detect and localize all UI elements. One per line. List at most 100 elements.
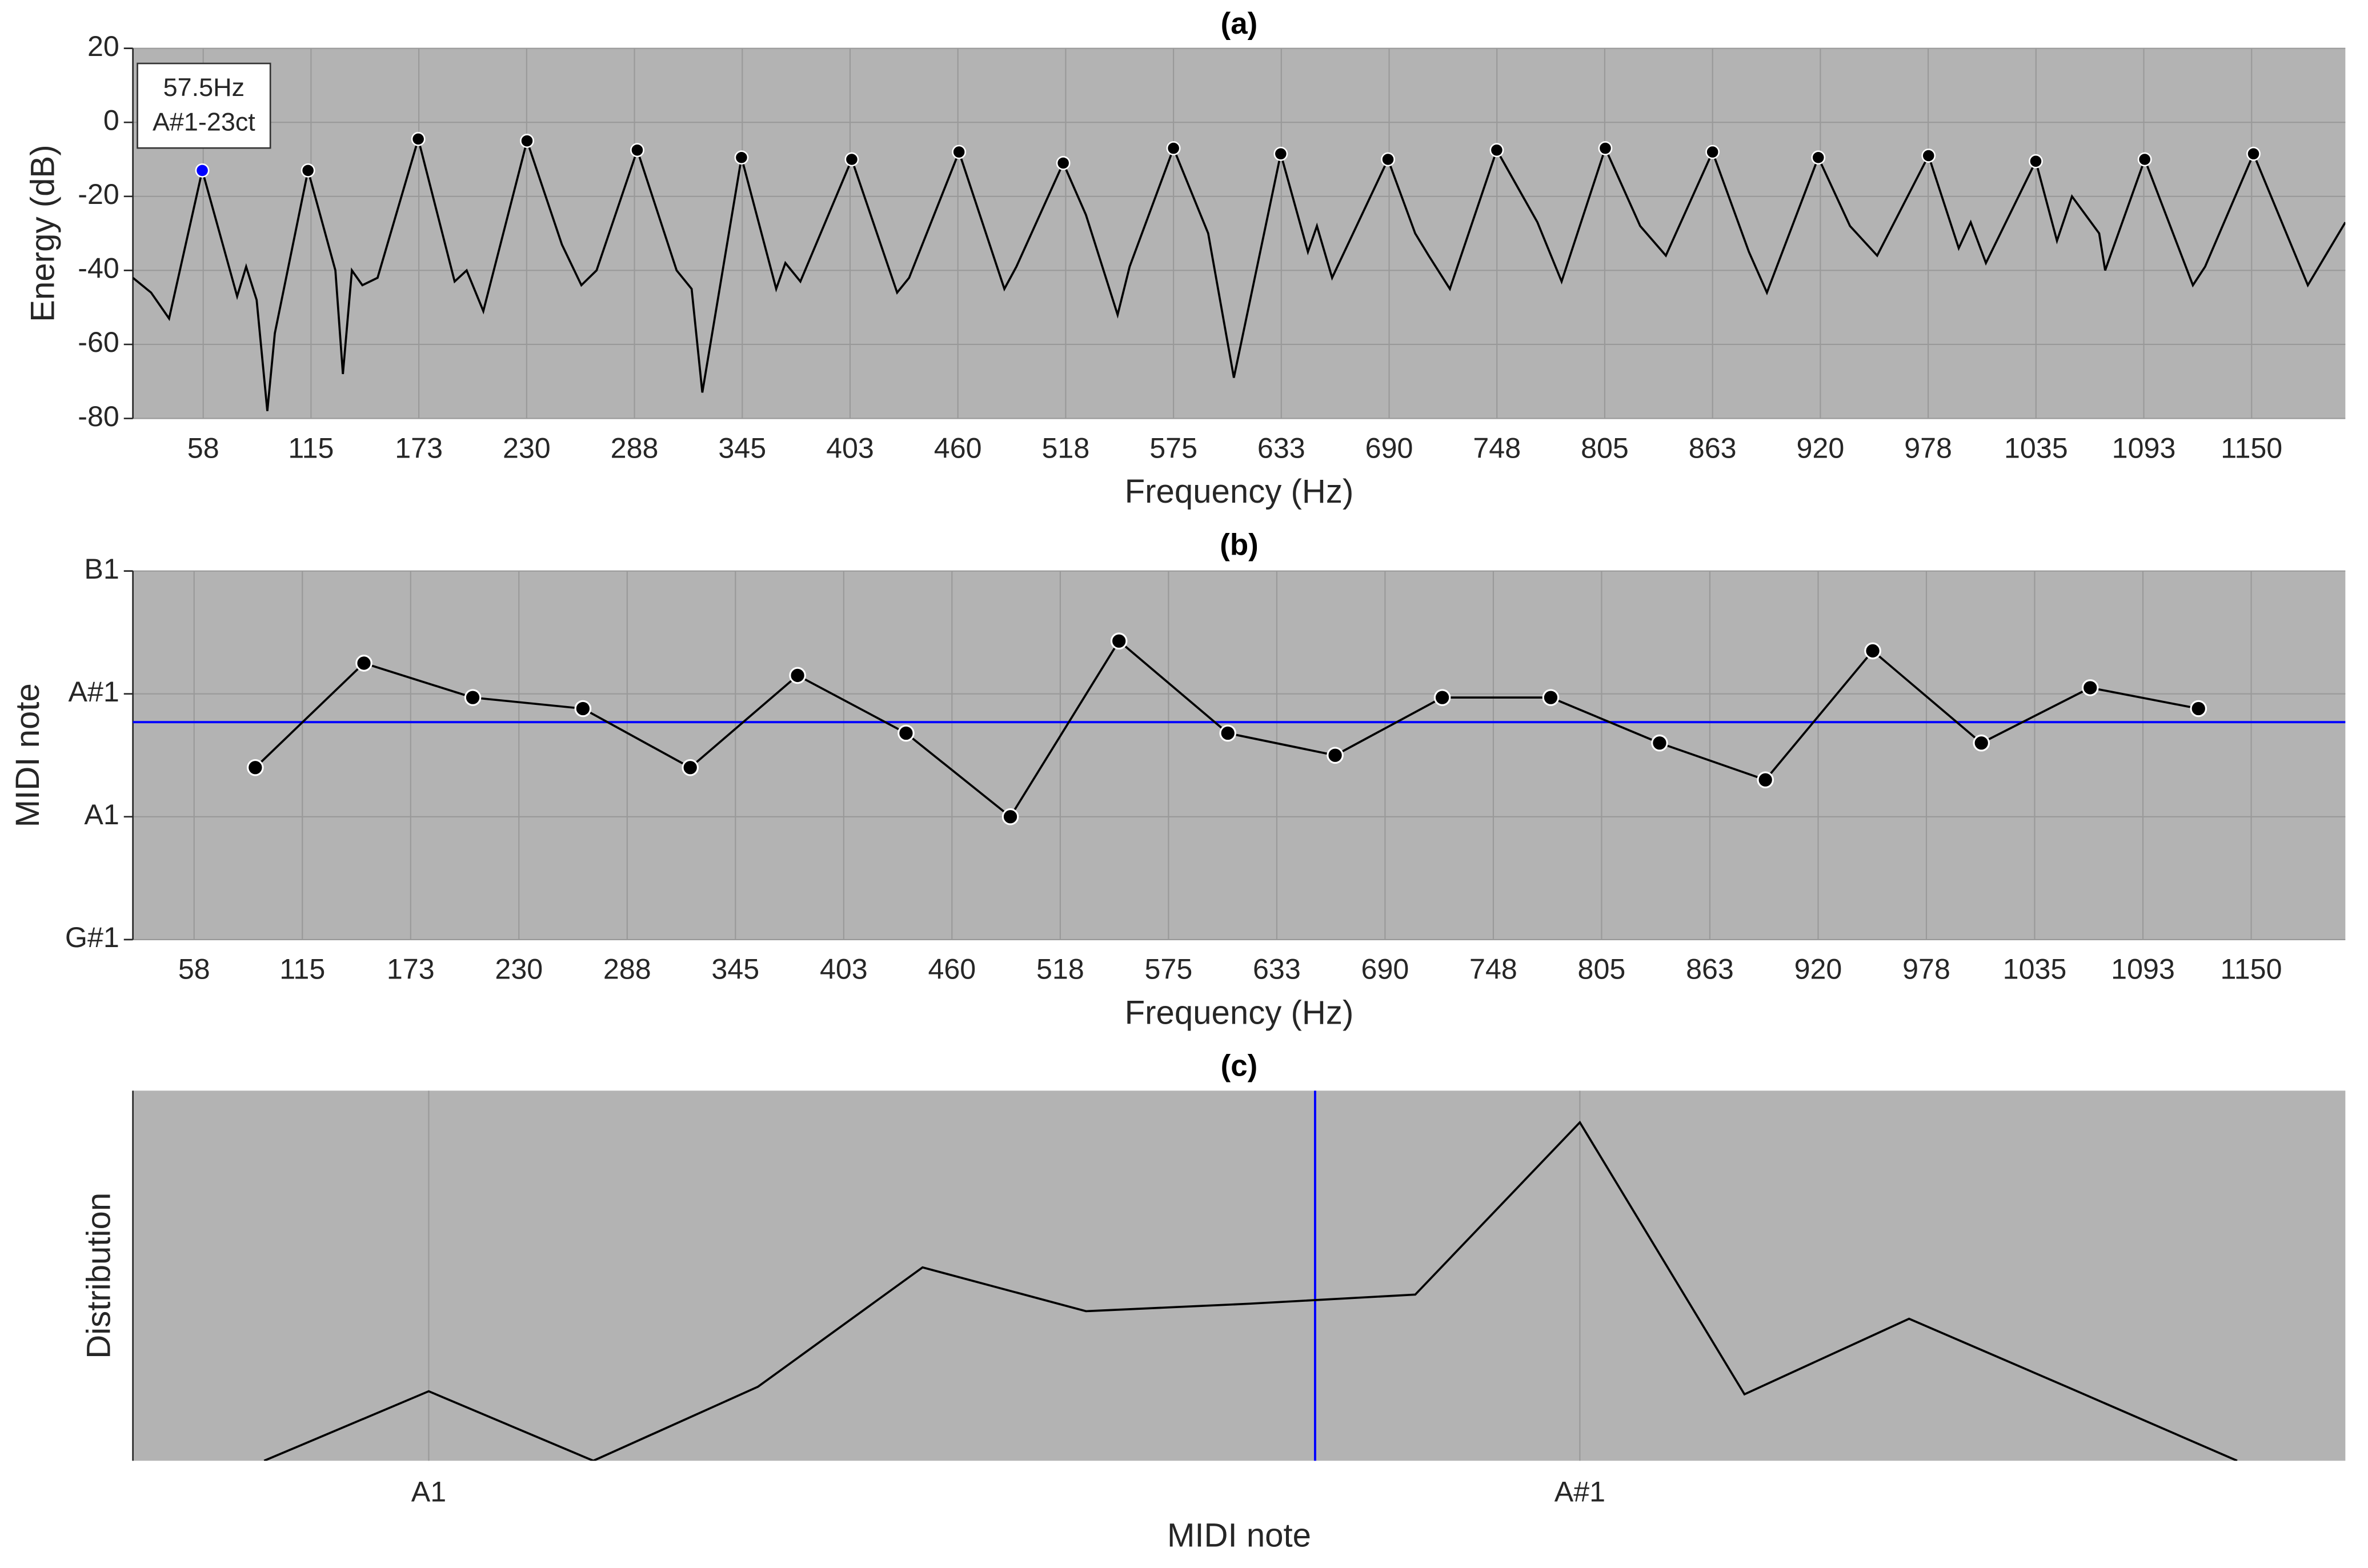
x-tick-label: 805: [1578, 953, 1626, 985]
x-tick-label: 633: [1253, 953, 1301, 985]
data-point: [2190, 700, 2207, 717]
x-tick-label: A#1: [1554, 1476, 1605, 1508]
x-tick-label: 58: [178, 953, 210, 985]
peak-marker: [630, 143, 644, 158]
data-point: [1219, 724, 1237, 742]
x-tick-label: 748: [1473, 432, 1521, 464]
x-tick-label: 863: [1686, 953, 1734, 985]
y-axis-label: MIDI note: [9, 683, 46, 827]
data-point: [1864, 642, 1881, 660]
x-tick-label: 748: [1469, 953, 1517, 985]
plot-area: [133, 1090, 2346, 1461]
plot-area: [133, 571, 2346, 940]
y-tick-label: -20: [78, 178, 119, 210]
x-tick-label: 1093: [2112, 432, 2176, 464]
data-point: [789, 667, 806, 684]
x-tick-label: 115: [279, 953, 325, 985]
peak-marker: [1705, 145, 1720, 159]
x-tick-label: 230: [495, 953, 543, 985]
x-tick-label: 173: [387, 953, 435, 985]
x-tick-label: 288: [603, 953, 651, 985]
data-point: [1433, 689, 1451, 706]
peak-marker: [195, 163, 210, 178]
x-tick-label: 575: [1144, 953, 1192, 985]
data-point: [1327, 747, 1344, 764]
data-line: [133, 135, 2346, 411]
x-axis-label: MIDI note: [1167, 1517, 1311, 1554]
y-tick-label: 0: [103, 104, 119, 136]
y-tick-label: -60: [78, 326, 119, 358]
x-tick-label: 173: [395, 432, 443, 464]
chart-title: (a): [1221, 7, 1258, 41]
annotation-text: 57.5Hz: [163, 73, 245, 102]
peak-marker: [734, 150, 749, 165]
y-tick-label: -40: [78, 252, 119, 284]
x-tick-label: 575: [1149, 432, 1197, 464]
x-tick-label: 403: [826, 432, 874, 464]
y-tick-label: A#1: [68, 676, 119, 708]
data-point: [464, 689, 482, 706]
annotation-box: [137, 62, 271, 149]
x-tick-label: 920: [1794, 953, 1842, 985]
x-tick-label: 805: [1581, 432, 1629, 464]
x-tick-label: 863: [1689, 432, 1737, 464]
peak-marker: [2246, 146, 2261, 161]
chart-title: (c): [1221, 1049, 1258, 1083]
x-tick-label: 690: [1365, 432, 1413, 464]
x-tick-label: 403: [820, 953, 868, 985]
data-point: [2081, 679, 2099, 696]
peak-marker: [411, 131, 426, 146]
x-tick-label: 1035: [2004, 432, 2068, 464]
data-point: [1110, 632, 1128, 650]
x-tick-label: 460: [928, 953, 976, 985]
y-tick-label: G#1: [65, 921, 119, 953]
x-tick-label: 58: [187, 432, 219, 464]
x-tick-label: 230: [503, 432, 551, 464]
chart-title: (b): [1220, 528, 1259, 562]
x-tick-label: 518: [1042, 432, 1090, 464]
x-axis-label: Frequency (Hz): [1125, 994, 1354, 1031]
peak-marker: [1489, 143, 1504, 158]
x-tick-label: 115: [288, 432, 334, 464]
x-tick-label: 920: [1797, 432, 1845, 464]
peak-marker: [300, 163, 315, 178]
peak-marker: [844, 152, 859, 167]
y-axis-label: Energy (dB): [25, 145, 62, 322]
peak-marker: [1921, 149, 1936, 163]
data-point: [897, 724, 915, 742]
data-point: [1542, 689, 1560, 706]
peak-marker: [2137, 152, 2152, 167]
x-tick-label: A1: [411, 1476, 446, 1508]
data-point: [1757, 771, 1774, 789]
x-tick-label: 690: [1361, 953, 1409, 985]
y-tick-label: 20: [87, 30, 119, 62]
data-point: [682, 759, 699, 776]
peak-marker: [1166, 141, 1181, 155]
data-point: [574, 700, 592, 717]
x-tick-label: 1035: [2003, 953, 2067, 985]
x-tick-label: 978: [1902, 953, 1950, 985]
x-tick-label: 518: [1036, 953, 1084, 985]
plot-area: [133, 48, 2346, 419]
data-point: [1001, 808, 1019, 825]
data-point: [1651, 734, 1668, 752]
x-tick-label: 978: [1904, 432, 1952, 464]
x-axis-label: Frequency (Hz): [1125, 473, 1354, 510]
data-point: [355, 655, 372, 672]
x-tick-label: 460: [934, 432, 982, 464]
x-tick-label: 1150: [2221, 432, 2282, 464]
data-point: [1973, 734, 1990, 752]
peak-marker: [1811, 150, 1826, 165]
y-tick-label: A1: [84, 799, 119, 831]
annotation-text: A#1-23ct: [153, 107, 255, 137]
x-tick-label: 1150: [2221, 953, 2282, 985]
peak-marker: [952, 145, 967, 159]
peak-marker: [1056, 156, 1071, 170]
x-tick-label: 1093: [2111, 953, 2175, 985]
data-line: [263, 1120, 2238, 1461]
y-tick-label: B1: [84, 553, 119, 585]
y-axis-label: Distribution: [80, 1193, 117, 1359]
x-tick-label: 633: [1257, 432, 1305, 464]
